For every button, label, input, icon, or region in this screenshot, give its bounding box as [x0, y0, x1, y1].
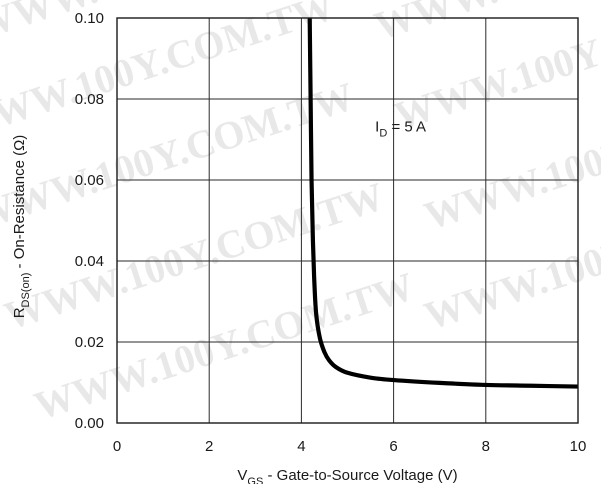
x-tick-label: 6 — [389, 438, 397, 455]
x-tick-label: 10 — [570, 438, 587, 455]
annotation-rest: = 5 A — [387, 118, 426, 135]
x-tick-label: 8 — [482, 438, 490, 455]
y-tick-label: 0.02 — [75, 334, 104, 351]
x-axis-title-rest: - Gate-to-Source Voltage (V) — [263, 467, 457, 484]
annotation-sub: D — [379, 127, 387, 139]
series-layer — [307, 17, 579, 389]
y-axis-title-main: R — [11, 307, 28, 318]
y-tick-label: 0.10 — [75, 10, 104, 27]
x-tick-labels: 0 2 4 6 8 10 — [113, 438, 587, 455]
y-tick-label: 0.08 — [75, 91, 104, 108]
y-axis-title-rest: - On-Resistance (Ω) — [11, 135, 28, 273]
watermark-layer: WWW.100Y.COM.TW WWW.100Y.COM.TWWWW.100Y.C… — [0, 0, 601, 429]
x-tick-label: 4 — [297, 438, 305, 455]
y-tick-label: 0.06 — [75, 172, 104, 189]
x-axis-title-sub: GS — [247, 476, 263, 484]
x-axis-title-main: V — [237, 467, 247, 484]
y-tick-label: 0.00 — [75, 415, 104, 432]
y-tick-labels: 0.00 0.02 0.04 0.06 0.08 0.10 — [75, 10, 104, 432]
x-tick-label: 0 — [113, 438, 121, 455]
plot-frame — [116, 17, 579, 424]
y-axis-title: RDS(on) - On-Resistance (Ω) — [11, 135, 32, 319]
grid-layer — [117, 18, 578, 423]
y-tick-label: 0.04 — [75, 253, 104, 270]
id-annotation: ID = 5 A — [375, 118, 426, 139]
x-tick-label: 2 — [205, 438, 213, 455]
y-axis-title-sub: DS(on) — [20, 273, 32, 308]
series-line-rdson — [307, 17, 579, 389]
x-axis-title: VGS - Gate-to-Source Voltage (V) — [237, 467, 457, 484]
annotation-main: I — [375, 118, 379, 135]
